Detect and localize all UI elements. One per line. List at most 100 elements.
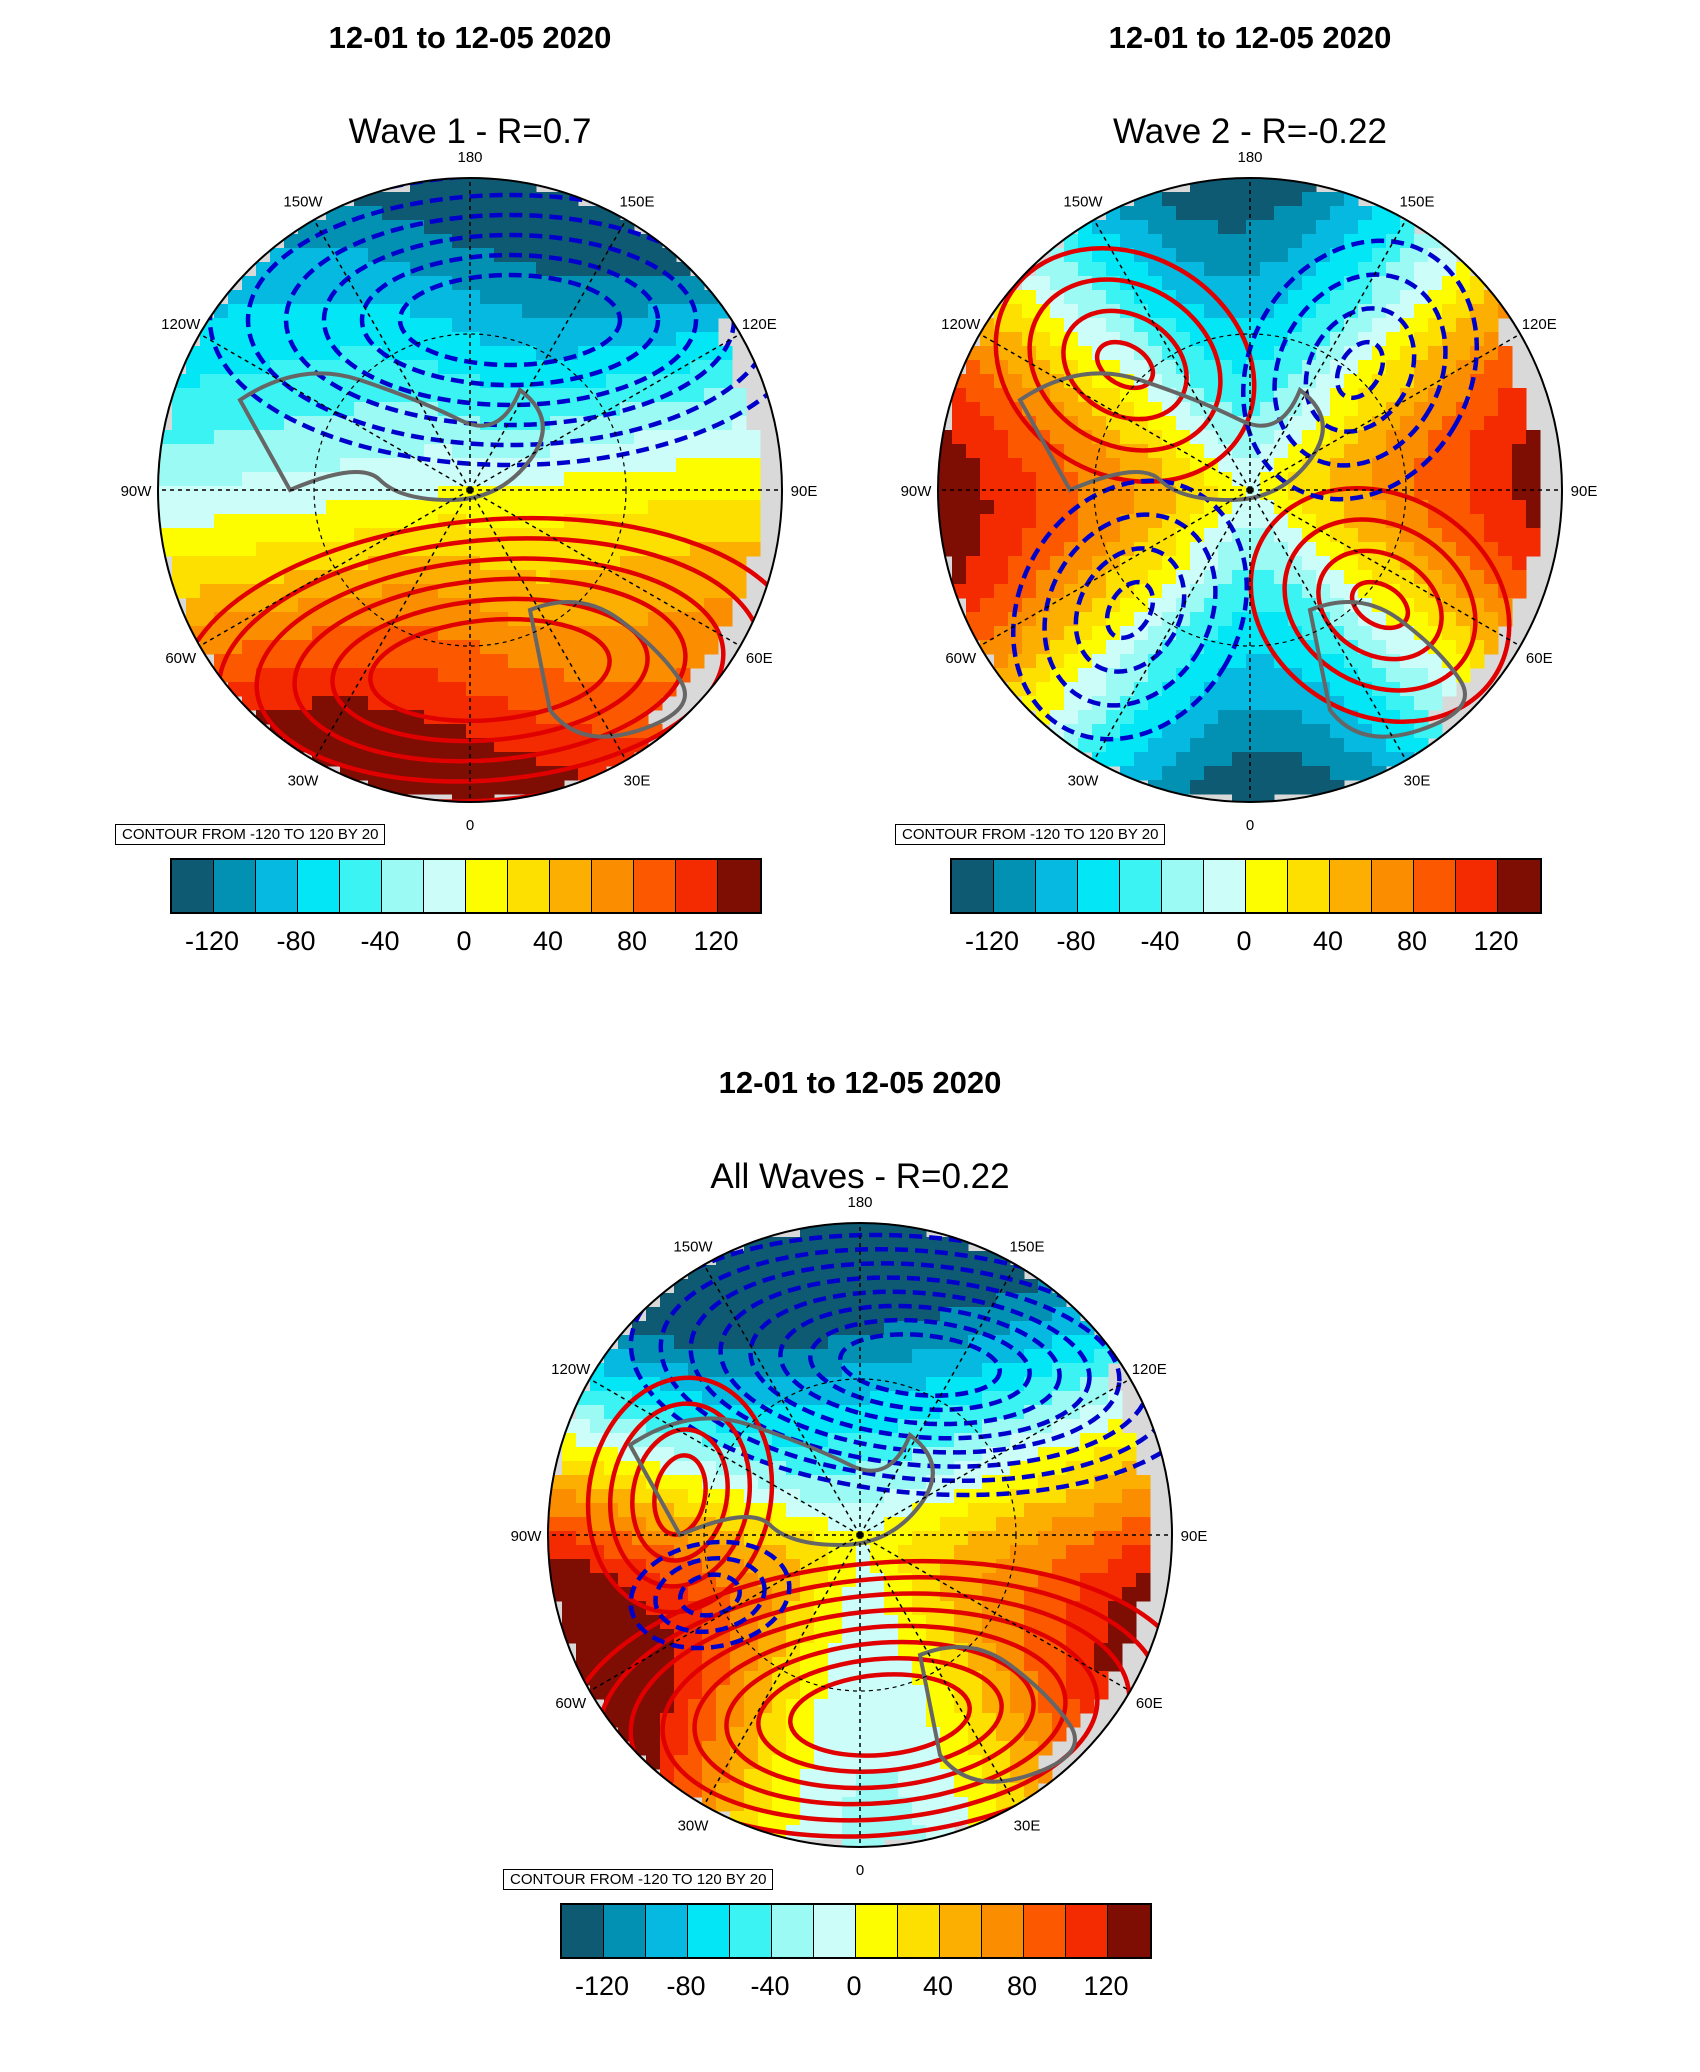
shaded-cell	[912, 1503, 927, 1518]
shaded-cell	[1246, 528, 1261, 543]
negative-contour	[359, 252, 661, 388]
shaded-cell	[660, 1671, 675, 1686]
shaded-cell	[1274, 388, 1289, 403]
shaded-cell	[690, 500, 705, 515]
shaded-cell	[438, 766, 453, 781]
shaded-cell	[966, 542, 981, 557]
shaded-cell	[1134, 738, 1149, 753]
shaded-cell	[1080, 1531, 1095, 1546]
shaded-cell	[578, 486, 593, 501]
positive-contour	[368, 616, 612, 724]
shaded-cell	[1442, 612, 1457, 627]
longitude-label: 90E	[1571, 483, 1598, 500]
shaded-cell	[856, 1545, 871, 1560]
shaded-cell	[1316, 346, 1331, 361]
shaded-cell	[480, 654, 495, 669]
shaded-cell	[494, 682, 509, 697]
shaded-cell	[1134, 332, 1149, 347]
shaded-cell	[1316, 724, 1331, 739]
shaded-cell	[634, 360, 649, 375]
shaded-cell	[800, 1307, 815, 1322]
shaded-cell	[618, 1377, 633, 1392]
shaded-cell	[966, 416, 981, 431]
shaded-cell	[1288, 654, 1303, 669]
shaded-cell	[1162, 206, 1177, 221]
shaded-cell	[870, 1629, 885, 1644]
shaded-cell	[480, 430, 495, 445]
shaded-cell	[800, 1461, 815, 1476]
shaded-cell	[1442, 458, 1457, 473]
shaded-cell	[1120, 206, 1135, 221]
shaded-cell	[1218, 738, 1233, 753]
shaded-cell	[1330, 542, 1345, 557]
shaded-cell	[550, 514, 565, 529]
shaded-cell	[576, 1447, 591, 1462]
shaded-cell	[270, 290, 285, 305]
shaded-cell	[214, 528, 229, 543]
shaded-cell	[1204, 234, 1219, 249]
shaded-cell	[382, 262, 397, 277]
shaded-cell	[856, 1839, 871, 1847]
shaded-cell	[870, 1643, 885, 1658]
shaded-cell	[676, 542, 691, 557]
shaded-cell	[172, 500, 187, 515]
shaded-cell	[1344, 346, 1359, 361]
shaded-cell	[690, 528, 705, 543]
shaded-cell	[898, 1545, 913, 1560]
negative-contour	[1240, 238, 1480, 502]
shaded-cell	[606, 598, 621, 613]
colorbar-tick-label: 40	[1312, 926, 1344, 956]
shaded-cell	[1094, 1545, 1109, 1560]
shaded-cell	[1092, 262, 1107, 277]
shaded-cell	[702, 1713, 717, 1728]
shaded-cell	[424, 220, 439, 235]
shaded-cell	[480, 346, 495, 361]
shaded-cell	[718, 472, 733, 487]
shaded-cell	[1330, 346, 1345, 361]
shaded-cell	[1078, 738, 1093, 753]
shaded-cell	[1008, 318, 1023, 333]
shaded-cell	[1036, 332, 1051, 347]
shaded-cell	[1064, 514, 1079, 529]
shaded-cell	[606, 346, 621, 361]
shaded-cell	[1232, 262, 1247, 277]
shaded-cell	[634, 458, 649, 473]
shaded-cell	[952, 542, 967, 557]
colorbar-tick-label: 40	[922, 1971, 954, 2001]
shaded-cell	[508, 668, 523, 683]
shaded-cell	[242, 542, 257, 557]
shaded-cell	[242, 570, 257, 585]
shaded-cell	[522, 332, 537, 347]
shaded-cell	[1232, 346, 1247, 361]
shaded-cell	[270, 444, 285, 459]
shaded-cell	[576, 1643, 591, 1658]
shaded-cell	[690, 416, 705, 431]
colorbar-swatch	[718, 860, 760, 912]
shaded-cell	[564, 668, 579, 683]
shaded-cell	[1330, 640, 1345, 655]
shaded-cell	[466, 766, 481, 781]
shaded-cell	[1204, 220, 1219, 235]
shaded-cell	[1246, 472, 1261, 487]
shaded-cell	[508, 472, 523, 487]
shaded-cell	[1094, 1671, 1109, 1686]
shaded-cell	[1134, 528, 1149, 543]
shaded-cell	[690, 612, 705, 627]
shaded-cell	[1414, 598, 1429, 613]
shaded-cell	[466, 584, 481, 599]
shaded-cell	[674, 1433, 689, 1448]
shaded-cell	[368, 276, 383, 291]
shaded-cell	[1190, 738, 1205, 753]
colorbar-swatch	[172, 860, 214, 912]
shaded-cell	[996, 1643, 1011, 1658]
shaded-cell	[578, 220, 593, 235]
shaded-cell	[1050, 640, 1065, 655]
longitude-label: 120E	[742, 316, 777, 333]
shaded-cell	[1162, 598, 1177, 613]
longitude-label: 0	[466, 817, 474, 830]
shaded-cell	[730, 1321, 745, 1336]
shaded-cell	[1414, 248, 1429, 263]
shaded-cell	[1064, 234, 1079, 249]
shaded-cell	[996, 1517, 1011, 1532]
shaded-cell	[1414, 668, 1429, 683]
